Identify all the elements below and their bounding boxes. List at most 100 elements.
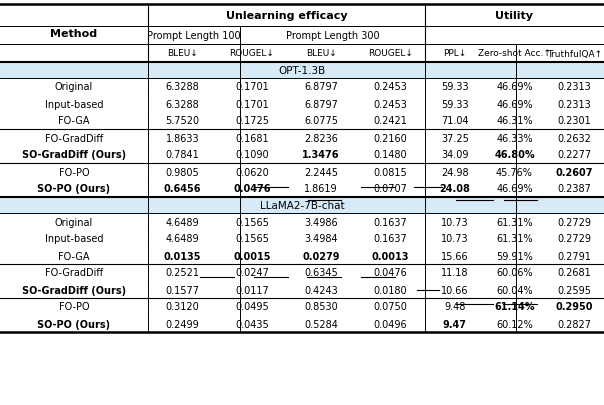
Text: 0.0496: 0.0496 [373,319,407,329]
Text: Utility: Utility [495,11,533,21]
Text: 71.04: 71.04 [441,116,469,126]
Text: 60.12%: 60.12% [496,319,533,329]
Text: 0.2729: 0.2729 [557,217,591,227]
Text: 0.1565: 0.1565 [235,234,269,244]
Text: 61.31%: 61.31% [496,217,533,227]
Text: 46.69%: 46.69% [496,82,533,92]
Text: 0.2950: 0.2950 [556,302,593,312]
Text: 0.0013: 0.0013 [371,251,409,261]
Text: 0.0135: 0.0135 [164,251,201,261]
Text: 46.69%: 46.69% [496,184,533,194]
Text: 59.91%: 59.91% [496,251,533,261]
Text: 11.18: 11.18 [441,268,469,278]
Text: 0.2607: 0.2607 [556,167,593,177]
Text: 0.1725: 0.1725 [235,116,269,126]
Text: 0.2313: 0.2313 [557,82,591,92]
Text: Input-based: Input-based [45,99,103,109]
Text: 0.1637: 0.1637 [373,217,407,227]
Text: 6.3288: 6.3288 [165,99,199,109]
Text: 0.0435: 0.0435 [235,319,269,329]
Text: BLEU↓: BLEU↓ [306,49,336,58]
Text: FO-GradDiff: FO-GradDiff [45,133,103,143]
Text: Unlearning efficacy: Unlearning efficacy [226,11,347,21]
Text: 0.0015: 0.0015 [233,251,271,261]
Text: 0.1577: 0.1577 [165,285,200,295]
Text: 10.73: 10.73 [441,217,469,227]
Text: 0.1637: 0.1637 [373,234,407,244]
Text: 0.1090: 0.1090 [235,150,269,160]
Text: 5.7520: 5.7520 [165,116,200,126]
Text: 0.9805: 0.9805 [165,167,199,177]
Text: 61.14%: 61.14% [494,302,535,312]
Text: 0.0815: 0.0815 [373,167,407,177]
Text: 37.25: 37.25 [441,133,469,143]
Text: 0.0476: 0.0476 [373,268,407,278]
Text: 0.2453: 0.2453 [373,99,407,109]
Text: 46.80%: 46.80% [494,150,535,160]
Text: 0.0750: 0.0750 [373,302,407,312]
Text: 1.8633: 1.8633 [166,133,199,143]
Text: 1.8619: 1.8619 [304,184,338,194]
Text: 0.0476: 0.0476 [233,184,271,194]
Text: Method: Method [51,29,98,39]
Text: Original: Original [55,217,93,227]
Text: 6.3288: 6.3288 [165,82,199,92]
Text: 0.4243: 0.4243 [304,285,338,295]
Text: FO-GA: FO-GA [58,251,90,261]
Text: SO-PO (Ours): SO-PO (Ours) [37,319,111,329]
Text: 0.2827: 0.2827 [557,319,591,329]
Text: 0.0495: 0.0495 [235,302,269,312]
Text: 0.2453: 0.2453 [373,82,407,92]
Text: Input-based: Input-based [45,234,103,244]
Text: 10.66: 10.66 [441,285,469,295]
Text: 10.73: 10.73 [441,234,469,244]
Text: FO-GA: FO-GA [58,116,90,126]
Text: 46.31%: 46.31% [496,116,533,126]
Text: 60.06%: 60.06% [496,268,533,278]
Text: SO-PO (Ours): SO-PO (Ours) [37,184,111,194]
Text: 0.2387: 0.2387 [557,184,591,194]
Text: SO-GradDiff (Ours): SO-GradDiff (Ours) [22,150,126,160]
Text: 0.0620: 0.0620 [235,167,269,177]
Text: 34.09: 34.09 [441,150,469,160]
Text: 0.0117: 0.0117 [235,285,269,295]
Text: Prompt Length 100: Prompt Length 100 [147,31,241,41]
Text: 3.4986: 3.4986 [304,217,338,227]
Text: 1.3476: 1.3476 [303,150,340,160]
Text: BLEU↓: BLEU↓ [167,49,198,58]
Text: 6.0775: 6.0775 [304,116,338,126]
Text: 0.0279: 0.0279 [303,251,340,261]
Text: 60.04%: 60.04% [496,285,533,295]
Text: 6.8797: 6.8797 [304,99,338,109]
Text: 46.69%: 46.69% [496,99,533,109]
Text: 2.2445: 2.2445 [304,167,338,177]
Text: 0.3120: 0.3120 [165,302,199,312]
Text: 59.33: 59.33 [441,99,469,109]
Text: 4.6489: 4.6489 [166,217,199,227]
Bar [0,63,604,79]
Text: Prompt Length 300: Prompt Length 300 [286,31,379,41]
Text: 0.2499: 0.2499 [165,319,199,329]
Text: 0.2421: 0.2421 [373,116,407,126]
Text: 0.2729: 0.2729 [557,234,591,244]
Text: 2.8236: 2.8236 [304,133,338,143]
Text: 9.48: 9.48 [444,302,466,312]
Text: 0.6456: 0.6456 [164,184,201,194]
Text: 0.2277: 0.2277 [557,150,591,160]
Text: 0.2791: 0.2791 [557,251,591,261]
Text: FO-PO: FO-PO [59,302,89,312]
Text: 0.1701: 0.1701 [235,82,269,92]
Text: ROUGEL↓: ROUGEL↓ [368,49,413,58]
Text: 15.66: 15.66 [441,251,469,261]
Text: 3.4984: 3.4984 [304,234,338,244]
Text: 0.2681: 0.2681 [557,268,591,278]
Text: 0.2521: 0.2521 [165,268,200,278]
Text: 0.1565: 0.1565 [235,217,269,227]
Text: 0.1681: 0.1681 [235,133,269,143]
Text: 0.0707: 0.0707 [373,184,407,194]
Text: LLaMA2-7B-chat: LLaMA2-7B-chat [260,200,344,211]
Bar [0,198,604,213]
Text: OPT-1.3B: OPT-1.3B [278,66,326,76]
Text: 0.2301: 0.2301 [557,116,591,126]
Text: FO-PO: FO-PO [59,167,89,177]
